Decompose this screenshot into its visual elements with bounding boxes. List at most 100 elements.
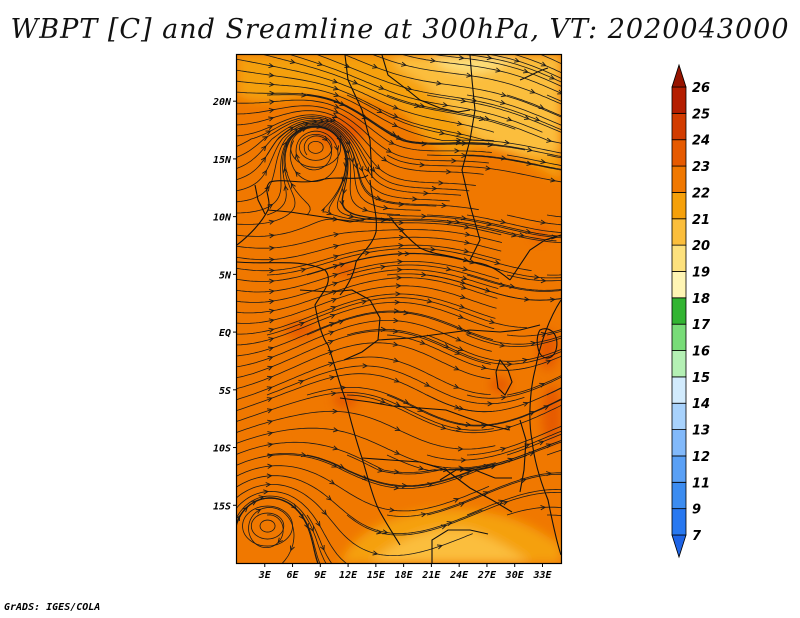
streamline-arrow: [379, 398, 386, 404]
streamline: [426, 214, 561, 237]
streamline-arrow: [343, 162, 349, 169]
streamline-arrow: [265, 130, 272, 136]
colorbar-label: 24: [692, 134, 710, 149]
streamline-arrow: [267, 431, 274, 437]
streamline-arrow: [423, 190, 430, 196]
streamline: [466, 489, 561, 516]
streamline: [514, 55, 561, 73]
streamline: [317, 55, 561, 131]
streamline-arrow: [393, 357, 400, 363]
streamline: [266, 121, 479, 211]
streamline-arrow: [454, 148, 461, 154]
streamline-arrow: [463, 224, 470, 230]
streamline-arrow: [386, 147, 393, 153]
streamline-arrow: [522, 401, 529, 407]
streamline-arrow: [427, 482, 434, 488]
colorbar-swatch: [671, 481, 687, 510]
streamline-arrow: [538, 104, 545, 110]
streamline-arrow: [489, 319, 496, 325]
streamline-arrow: [300, 267, 307, 273]
streamline-arrow: [268, 308, 275, 314]
colorbar-swatch: [671, 165, 687, 193]
colorbar-label: 11: [692, 476, 710, 491]
x-tick-label: 30E: [505, 570, 525, 581]
streamline-arrow: [394, 426, 401, 432]
streamline-arrow: [481, 423, 487, 429]
streamline: [506, 154, 561, 166]
colorbar-swatch: [671, 271, 687, 299]
coastlines: [237, 55, 561, 563]
streamline: [237, 218, 502, 237]
streamline: [237, 342, 491, 389]
colorbar-label: 13: [692, 424, 710, 439]
streamline-arrow: [268, 318, 275, 324]
streamline: [237, 99, 492, 153]
streamline-arrow: [333, 254, 340, 260]
streamline-arrow: [459, 303, 466, 309]
streamline-arrow: [511, 232, 518, 238]
streamline: [386, 154, 561, 183]
colorbar-swatch: [671, 139, 687, 167]
x-tick-label: 12E: [339, 570, 358, 581]
streamline-arrow: [540, 504, 547, 511]
streamline: [346, 264, 561, 291]
streamline: [306, 94, 561, 157]
streamline-arrow: [268, 337, 275, 343]
streamline-arrow: [267, 125, 274, 130]
x-tick-label: 33E: [532, 570, 552, 581]
streamline: [237, 58, 495, 133]
streamline: [426, 473, 561, 516]
streamline-arrow: [381, 156, 388, 162]
streamline-arrow: [328, 330, 335, 336]
streamline-arrow: [440, 524, 447, 530]
streamline-arrow: [396, 267, 403, 273]
colorbar-swatch: [671, 192, 687, 220]
colorbar-swatch: [671, 350, 687, 378]
streamline: [540, 55, 561, 64]
streamline-arrow: [361, 299, 368, 305]
streamline-arrow: [283, 184, 289, 191]
streamline-arrow: [483, 115, 490, 121]
colorbar-swatch: [671, 455, 687, 483]
streamline-arrow: [500, 155, 507, 161]
streamline-arrow: [540, 159, 547, 165]
streamline-arrow: [439, 130, 446, 136]
streamline-arrow: [426, 298, 433, 304]
streamline-arrow: [265, 482, 272, 488]
streamline-arrow: [266, 375, 273, 381]
streamline-arrow: [421, 141, 428, 147]
streamline-arrow: [262, 136, 269, 142]
streamline-arrow: [333, 103, 340, 109]
streamline-arrow: [495, 67, 502, 73]
streamline: [306, 253, 561, 279]
colorbar-label: 23: [692, 160, 710, 175]
streamline-arrow: [456, 120, 463, 126]
streamline: [237, 117, 462, 196]
streamline-arrow: [457, 346, 464, 351]
streamline-arrow: [338, 463, 345, 469]
streamline-arrow: [398, 234, 405, 241]
streamline-arrow: [465, 421, 472, 428]
streamline-arrow: [529, 410, 536, 416]
streamline-arrow: [317, 61, 324, 66]
streamline: [466, 425, 561, 456]
streamline-arrow: [419, 102, 426, 108]
streamline-arrow: [506, 361, 513, 367]
streamline: [237, 105, 489, 164]
streamline-arrow: [419, 162, 426, 168]
streamline-arrow: [525, 228, 532, 234]
streamline: [466, 55, 561, 83]
streamline-arrow: [421, 213, 428, 219]
streamline: [466, 154, 561, 170]
wbpt-field: [237, 55, 561, 563]
streamline-arrow: [500, 446, 507, 452]
streamline: [266, 248, 532, 276]
streamline-arrow: [333, 232, 340, 238]
vortex-ring: [242, 505, 293, 547]
streamline-arrow: [401, 61, 408, 67]
streamline-arrow: [262, 169, 267, 176]
map-title: WBPT [C] and Sreamline at 300hPa, VT: 20…: [10, 14, 790, 45]
streamline-arrow: [398, 242, 405, 249]
colorbar-swatch: [671, 402, 687, 430]
y-tick-label: 20N: [212, 97, 232, 108]
